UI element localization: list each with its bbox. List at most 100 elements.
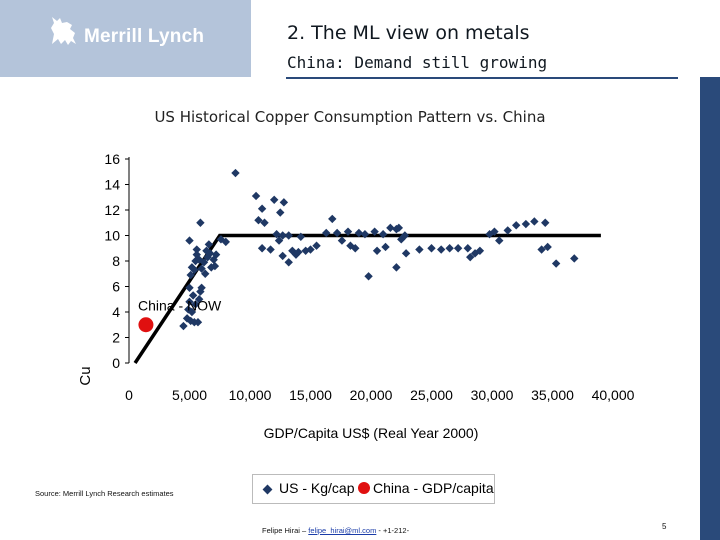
us-data-point [322, 228, 331, 238]
us-data-point [251, 191, 261, 201]
us-data-point [185, 283, 194, 292]
us-data-point [266, 245, 275, 254]
us-data-point [328, 214, 337, 224]
bull-logo-icon [51, 17, 76, 45]
legend-us-marker [262, 484, 273, 495]
us-data-point [570, 254, 579, 263]
us-data-point [196, 218, 205, 227]
y-axis-label: Cu [77, 366, 94, 385]
y-tick-label: 2 [112, 330, 120, 346]
us-data-point [306, 245, 315, 254]
footer-contact: Felipe Hirai – felipe_hirai@ml.com - +1-… [262, 526, 409, 535]
us-data-point [463, 244, 472, 253]
page-subtitle: China: Demand still growing [287, 53, 548, 72]
us-data-point [284, 258, 293, 267]
us-data-point [194, 295, 204, 304]
legend-china-marker [358, 482, 370, 494]
us-data-point [221, 237, 230, 247]
us-data-point [543, 242, 552, 252]
us-data-point [199, 258, 209, 267]
us-data-point [381, 242, 390, 252]
x-tick-label: 25,000 [410, 387, 453, 403]
us-data-point [187, 307, 197, 317]
y-tick-label: 16 [104, 151, 120, 167]
chart-title: US Historical Copper Consumption Pattern… [154, 108, 546, 126]
y-tick-label: 4 [112, 304, 120, 320]
us-data-point [205, 249, 215, 258]
us-data-point [394, 223, 404, 233]
x-tick-label: 10,000 [229, 387, 272, 403]
us-data-point [503, 226, 512, 235]
footer-email-link[interactable]: felipe_hirai@ml.com [308, 526, 377, 535]
us-data-point [294, 247, 303, 257]
us-data-point [415, 245, 424, 254]
us-data-point [270, 195, 279, 204]
us-data-point [337, 236, 347, 245]
us-data-point [360, 230, 370, 239]
logo-text: Merrill Lynch [84, 26, 205, 47]
us-data-point [192, 250, 201, 259]
copper-scatter-chart: 0 2 4 6 8 10 12 14 16 0 5,000 10,000 15,000 20,000 25,… [77, 151, 635, 441]
us-data-point [386, 223, 395, 233]
x-tick-label: 40,000 [592, 387, 635, 403]
trend-line [133, 233, 601, 364]
us-data-point [312, 241, 321, 250]
us-data-point [211, 250, 221, 259]
us-data-point [332, 228, 342, 238]
us-data-point [185, 297, 194, 306]
us-data-point [274, 236, 284, 245]
us-data-point [372, 246, 382, 255]
us-data-point [401, 249, 411, 258]
us-data-point [276, 208, 285, 217]
y-tick-label: 14 [104, 177, 120, 193]
china-now-annotation: China - NOW [138, 298, 222, 314]
us-data-point [231, 168, 240, 178]
us-data-point [204, 240, 214, 249]
source-note: Source: Merrill Lynch Research estimates [35, 489, 174, 498]
title-divider [286, 77, 678, 79]
us-data-point [551, 259, 561, 268]
us-data-point [278, 251, 287, 261]
x-tick-label: 20,000 [350, 387, 393, 403]
us-data-point [257, 244, 267, 253]
chart-legend: US - Kg/cap China - GDP/capita [252, 474, 495, 504]
us-data-point [197, 264, 206, 273]
us-data-point [272, 230, 281, 239]
us-data-point [530, 217, 539, 226]
us-data-point [192, 245, 201, 254]
legend-china-label: China - GDP/capita [373, 480, 494, 496]
us-data-point [202, 246, 211, 255]
x-tick-label: 35,000 [531, 387, 574, 403]
us-data-point [521, 219, 531, 229]
us-data-point [284, 231, 293, 240]
us-data-point [257, 204, 267, 213]
us-data-point [207, 263, 216, 272]
y-tick-label: 12 [104, 202, 120, 218]
footer-contact-suffix: - +1-212- [376, 526, 410, 535]
right-accent-stripe [700, 77, 720, 540]
us-data-point [466, 252, 475, 262]
footer-contact-prefix: Felipe Hirai – [262, 526, 309, 535]
legend-us-label: US - Kg/cap [279, 480, 355, 496]
us-data-point [445, 244, 454, 253]
us-data-point [296, 232, 306, 241]
x-axis-label: GDP/Capita US$ (Real Year 2000) [264, 425, 479, 441]
china-data-point [138, 317, 154, 333]
logo-panel: Merrill Lynch [0, 0, 251, 77]
us-data-point [185, 236, 194, 245]
x-tick-label: 5,000 [172, 387, 207, 403]
us-data-point [490, 227, 499, 236]
page-number: 5 [662, 522, 667, 531]
us-data-point [354, 228, 364, 238]
us-data-point [512, 221, 521, 230]
us-data-point [392, 263, 401, 272]
y-tick-label: 6 [112, 279, 120, 295]
us-data-point [179, 321, 188, 331]
y-tick-label: 8 [112, 253, 120, 269]
page-title: 2. The ML view on metals [287, 22, 530, 44]
us-data-point [343, 227, 353, 236]
us-data-point [475, 246, 485, 255]
x-tick-label: 30,000 [471, 387, 514, 403]
y-tick-label: 10 [104, 228, 120, 244]
us-data-point [453, 244, 463, 253]
